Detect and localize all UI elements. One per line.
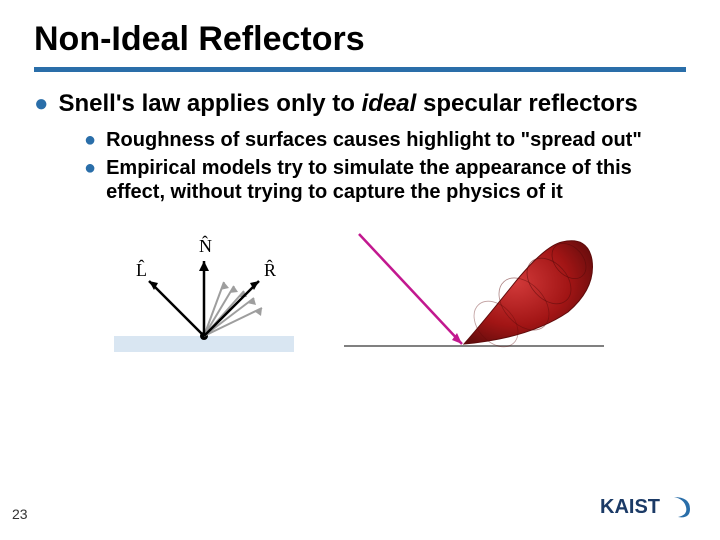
r-label: R̂ — [264, 259, 276, 280]
sub-bullet-list: ● Roughness of surfaces causes highlight… — [84, 128, 686, 204]
bullet-dot: ● — [34, 90, 49, 118]
sub-bullet-text: Roughness of surfaces causes highlight t… — [106, 128, 642, 152]
main-bullet: ● Snell's law applies only to ideal spec… — [34, 90, 686, 118]
logo-text: KAIST — [600, 496, 660, 518]
text-suffix: specular reflectors — [416, 90, 637, 117]
bullet-dot: ● — [84, 156, 96, 204]
specular-lobe — [464, 237, 593, 356]
page-number: 23 — [12, 506, 28, 522]
reflection-lobe-diagram — [344, 226, 604, 366]
l-label: L̂ — [136, 259, 147, 280]
slide-title: Non-Ideal Reflectors — [34, 20, 686, 65]
n-arrowhead — [199, 261, 209, 271]
text-italic: ideal — [362, 90, 417, 117]
sub-bullet-text: Empirical models try to simulate the app… — [106, 156, 686, 204]
diagram-row: L̂ N̂ R̂ — [104, 226, 686, 366]
main-bullet-text: Snell's law applies only to ideal specul… — [59, 90, 638, 118]
incident-ray — [359, 234, 462, 344]
logo-swoosh — [674, 497, 690, 517]
title-underline — [34, 67, 686, 72]
sub-bullet: ● Roughness of surfaces causes highlight… — [84, 128, 686, 152]
n-label: N̂ — [199, 235, 212, 256]
slide: Non-Ideal Reflectors ● Snell's law appli… — [0, 0, 720, 540]
text-prefix: Snell's law applies only to — [59, 90, 362, 117]
kaist-logo: KAIST — [582, 491, 692, 526]
sub-bullet: ● Empirical models try to simulate the a… — [84, 156, 686, 204]
specular-vectors-diagram: L̂ N̂ R̂ — [104, 226, 304, 366]
bullet-dot: ● — [84, 128, 96, 152]
l-vector — [149, 281, 204, 336]
